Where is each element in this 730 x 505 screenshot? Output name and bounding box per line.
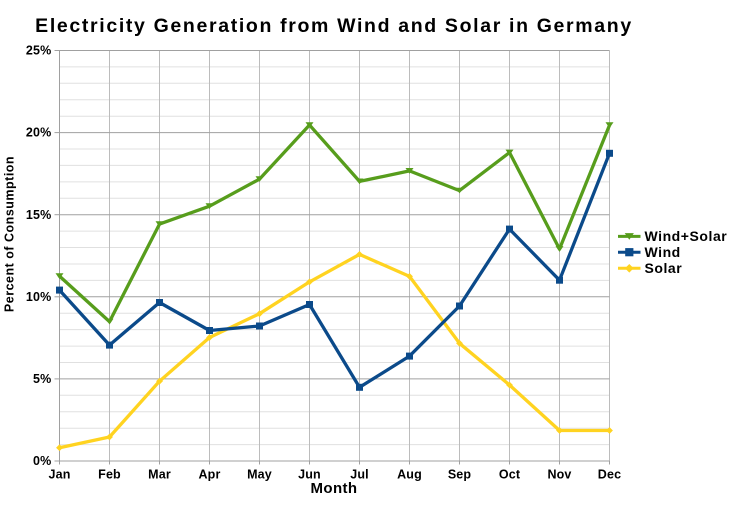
svg-text:Electricity Generation from Wi: Electricity Generation from Wind and Sol… [35,15,633,37]
svg-text:Aug: Aug [397,468,422,482]
svg-text:Dec: Dec [598,468,621,482]
svg-text:Oct: Oct [499,468,521,482]
svg-text:Percent of Consumption: Percent of Consumption [3,156,17,312]
svg-text:10%: 10% [26,290,52,304]
svg-text:Wind+Solar: Wind+Solar [645,228,728,244]
svg-text:0%: 0% [33,454,51,468]
svg-text:Solar: Solar [645,260,683,276]
svg-text:Jun: Jun [298,468,321,482]
svg-text:Jan: Jan [49,468,71,482]
svg-text:Apr: Apr [199,468,221,482]
svg-text:Mar: Mar [148,468,171,482]
svg-text:25%: 25% [26,44,52,58]
svg-text:Nov: Nov [547,468,571,482]
svg-text:May: May [247,468,272,482]
svg-text:20%: 20% [26,126,52,140]
svg-text:Feb: Feb [98,468,121,482]
svg-text:Sep: Sep [448,468,472,482]
svg-text:Month: Month [311,480,358,497]
svg-text:Wind: Wind [645,244,681,260]
svg-text:5%: 5% [33,372,51,386]
svg-text:15%: 15% [26,208,52,222]
svg-text:Jul: Jul [350,468,369,482]
